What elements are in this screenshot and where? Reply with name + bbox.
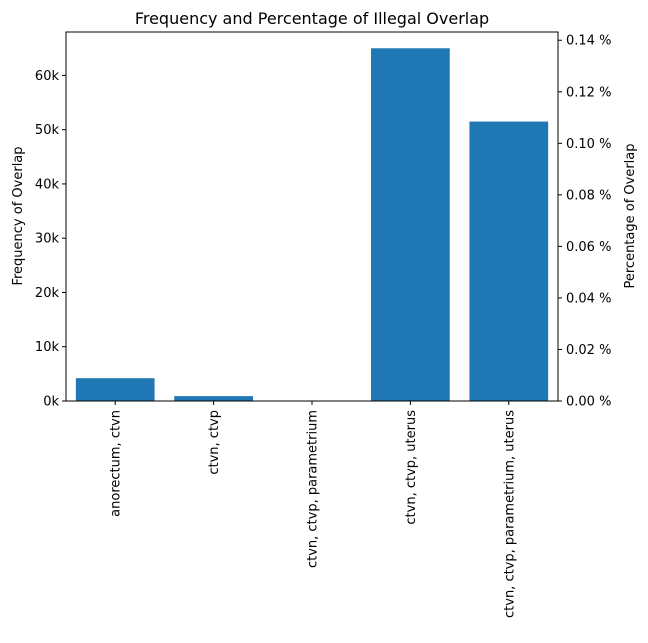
y2-tick-label-5: 0.10 % (566, 137, 611, 152)
y2-tick-label-0: 0.00 % (566, 395, 611, 410)
y2-tick-label-6: 0.12 % (566, 85, 611, 100)
bar-1 (174, 396, 253, 401)
y2-axis-title: Percentage of Overlap (623, 143, 638, 288)
x-tick-label-0: anorectum, ctvn (109, 410, 124, 517)
y-tick-label-5: 50k (35, 123, 60, 138)
bar-4 (469, 121, 549, 401)
y-tick-label-2: 20k (35, 286, 60, 301)
y-tick-label-1: 10k (35, 340, 60, 355)
y2-tick-label-7: 0.14 % (566, 34, 611, 49)
plot-area: 0k 10k 20k 30k 40k 50k 60k 0.00 % 0.02 % 0.04 % 0.… (35, 31, 611, 618)
x-tick-label-1: ctvn, ctvp (207, 410, 222, 475)
y-tick-label-4: 40k (35, 177, 60, 192)
y-tick-label-6: 60k (35, 69, 60, 84)
x-tick-label-3: ctvn, ctvp, uterus (404, 410, 419, 525)
bar-3 (371, 48, 450, 401)
x-tick-label-4: ctvn, ctvp, parametrium, uterus (502, 410, 517, 618)
y2-tick-label-1: 0.02 % (566, 343, 611, 358)
bar-0 (75, 378, 155, 401)
y2-tick-label-4: 0.08 % (566, 188, 611, 203)
x-tick-label-2: ctvn, ctvp, parametrium (306, 410, 321, 568)
y-tick-label-0: 0k (43, 395, 59, 410)
y2-tick-label-3: 0.06 % (566, 240, 611, 255)
y2-tick-label-2: 0.04 % (566, 291, 611, 306)
y-axis-title: Frequency of Overlap (11, 146, 26, 285)
chart-title: Frequency and Percentage of Illegal Over… (135, 9, 489, 28)
y-tick-label-3: 30k (35, 232, 60, 247)
